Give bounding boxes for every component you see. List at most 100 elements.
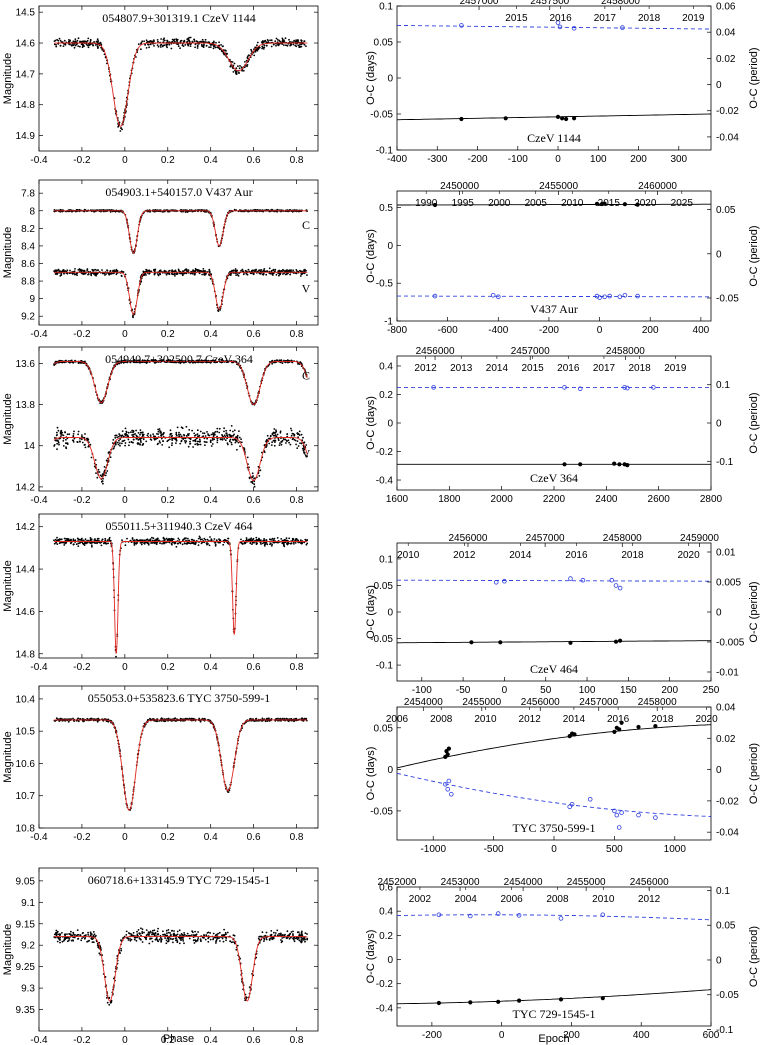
data-point — [165, 273, 168, 276]
fit-line — [54, 210, 308, 254]
data-point — [168, 538, 171, 541]
data-point — [98, 471, 101, 473]
data-point — [253, 541, 255, 544]
data-point — [126, 537, 128, 540]
data-point — [216, 427, 219, 430]
data-point — [95, 472, 97, 474]
data-point — [216, 430, 219, 433]
data-point — [282, 273, 284, 275]
data-point — [188, 542, 190, 544]
data-point — [102, 272, 104, 275]
data-point — [107, 542, 109, 545]
data-point — [167, 929, 170, 931]
data-point — [175, 39, 178, 42]
data-point — [299, 43, 301, 46]
data-point — [241, 268, 244, 271]
data-point — [184, 537, 186, 540]
data-point — [263, 451, 266, 453]
data-point — [219, 438, 222, 440]
data-point — [72, 441, 75, 443]
light-curve-panel-4: -0.4 -0.2 0 0.2 0.4 0.6 0.814.214.414.614.8Mag… — [2, 513, 319, 673]
data-point — [159, 441, 162, 444]
data-point — [193, 38, 196, 41]
data-point — [148, 270, 151, 272]
data-point — [259, 469, 262, 472]
data-point — [150, 40, 153, 43]
data-point — [127, 444, 130, 447]
data-point — [74, 268, 76, 270]
data-point — [159, 269, 162, 272]
data-point — [200, 43, 203, 46]
data-point — [264, 39, 267, 42]
data-point — [171, 543, 173, 546]
data-point — [293, 434, 296, 436]
data-point — [284, 438, 287, 441]
data-point — [290, 429, 293, 432]
data-point — [132, 438, 135, 441]
data-point — [219, 541, 221, 544]
data-point — [93, 541, 96, 544]
data-point — [194, 267, 197, 270]
data-point — [178, 431, 180, 434]
data-point — [296, 447, 299, 449]
data-point — [238, 436, 241, 439]
data-point — [163, 720, 166, 723]
data-point — [225, 432, 228, 435]
data-point — [138, 438, 140, 441]
data-point — [253, 483, 256, 486]
data-point — [244, 542, 247, 545]
data-point — [237, 441, 240, 444]
data-point — [298, 434, 301, 436]
data-point — [183, 942, 185, 945]
data-point — [271, 359, 274, 362]
data-points — [53, 927, 309, 1006]
data-point — [209, 277, 212, 280]
data-point — [118, 121, 121, 124]
data-point — [281, 362, 284, 365]
data-point — [89, 38, 92, 41]
data-point — [265, 41, 268, 44]
data-point — [228, 440, 231, 442]
data-point — [200, 270, 203, 272]
fit-line — [54, 719, 308, 811]
data-point — [70, 930, 72, 933]
data-point — [137, 432, 140, 434]
data-point — [75, 41, 77, 43]
data-point — [106, 470, 109, 472]
data-points — [53, 36, 307, 132]
data-point — [66, 433, 69, 436]
data-point — [142, 270, 145, 273]
data-point — [145, 268, 148, 271]
data-point — [299, 275, 302, 277]
data-point — [80, 40, 83, 43]
data-point — [283, 717, 286, 720]
data-point — [77, 45, 80, 47]
data-point — [300, 43, 303, 46]
data-point — [160, 437, 163, 440]
data-point — [71, 439, 74, 442]
data-point — [66, 443, 69, 445]
data-point — [164, 542, 166, 544]
data-point — [199, 443, 202, 446]
data-point — [304, 940, 306, 943]
data-point — [290, 427, 292, 430]
data-point — [142, 438, 145, 441]
data-point — [56, 440, 58, 442]
data-point — [143, 40, 146, 43]
data-point — [56, 273, 58, 276]
data-point — [132, 316, 134, 319]
data-point — [84, 443, 86, 446]
data-point — [294, 542, 297, 544]
x-tick-label: 0 — [122, 329, 128, 340]
data-point — [275, 429, 277, 431]
data-point — [153, 273, 156, 276]
data-point — [124, 442, 127, 444]
data-point — [263, 44, 266, 47]
data-point — [189, 440, 191, 443]
data-point — [179, 433, 182, 436]
data-point — [290, 434, 293, 437]
data-point — [125, 430, 128, 433]
data-point — [298, 430, 301, 433]
data-point — [135, 542, 138, 545]
data-point — [181, 44, 184, 47]
